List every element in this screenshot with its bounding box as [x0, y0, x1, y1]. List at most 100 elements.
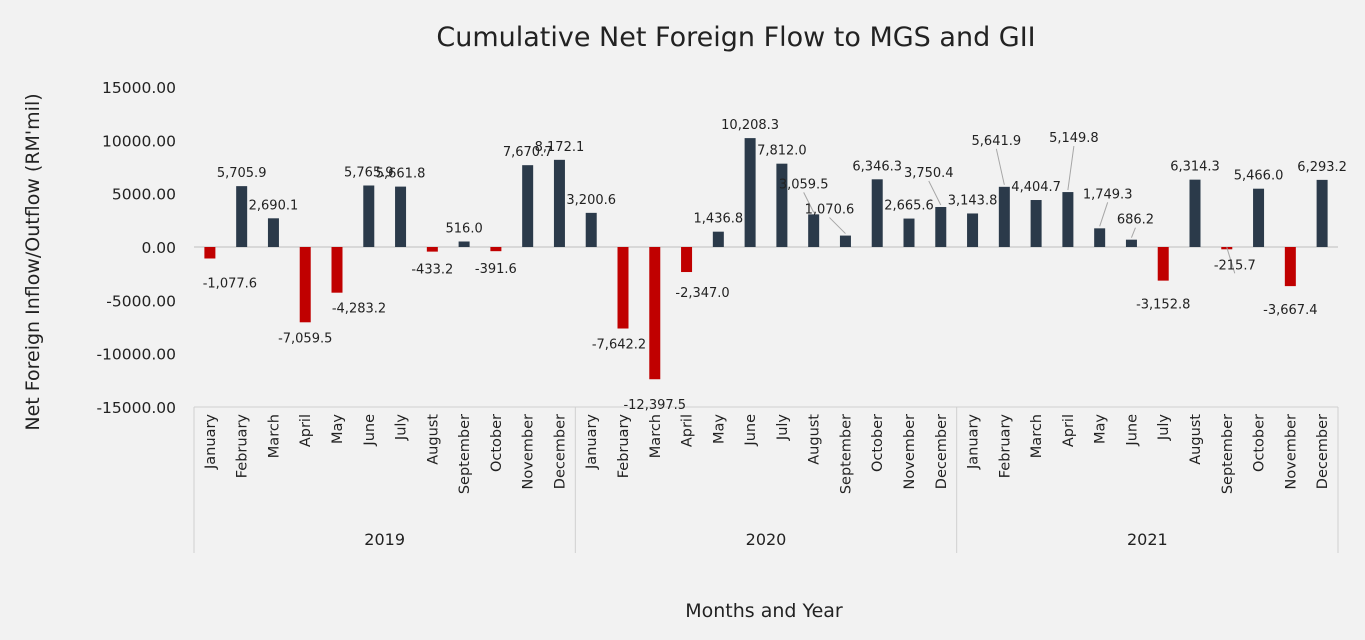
data-label: 6,346.3 — [852, 159, 902, 174]
month-label: June — [362, 414, 378, 447]
bar-2019-april — [299, 247, 311, 323]
y-tick-label: 5000.00 — [112, 186, 176, 204]
bar-2021-february — [998, 186, 1010, 247]
bar-2020-june — [744, 138, 756, 247]
month-label: December — [552, 414, 568, 489]
month-label: November — [1283, 414, 1299, 489]
bar-2021-june — [1125, 239, 1137, 247]
data-label: 3,059.5 — [779, 177, 829, 192]
data-label: 7,812.0 — [757, 144, 807, 159]
month-label: September — [457, 414, 473, 494]
month-label: May — [711, 414, 727, 444]
month-label: November — [902, 414, 918, 489]
month-label: October — [489, 414, 505, 472]
label-leader-line — [995, 148, 1005, 185]
month-label: April — [1061, 414, 1077, 447]
bar-2019-july — [395, 186, 407, 247]
data-label: 1,749.3 — [1083, 187, 1133, 202]
bar-2020-february — [617, 247, 629, 329]
bar-2019-march — [267, 218, 279, 247]
month-label: March — [266, 414, 282, 458]
bars — [204, 138, 1328, 380]
label-leader-line — [803, 192, 815, 213]
data-label: 3,200.6 — [566, 193, 616, 208]
label-leader-line — [1099, 202, 1109, 227]
data-label: -433.2 — [411, 263, 453, 278]
y-tick-label: 15000.00 — [102, 79, 176, 97]
x-axis — [193, 246, 1339, 553]
data-label: -2,347.0 — [675, 286, 729, 301]
data-label: 5,705.9 — [217, 166, 267, 181]
x-axis-categories: January February March April May June July Augu… — [203, 414, 1331, 549]
bar-2020-november — [903, 218, 915, 247]
bar-2020-october — [871, 179, 883, 247]
data-label: 8,172.1 — [535, 140, 585, 155]
bar-2020-january — [585, 212, 597, 247]
month-label: July — [775, 414, 791, 441]
chart-title: Cumulative Net Foreign Flow to MGS and G… — [436, 22, 1035, 53]
label-leader-line — [829, 217, 846, 234]
bar-2021-march — [1030, 200, 1042, 247]
data-labels: -1,077.6 5,705.9 2,690.1 -7,059.5-4,283.2 5,… — [203, 118, 1347, 413]
data-label: 5,641.9 — [972, 134, 1022, 149]
month-label: July — [394, 414, 410, 441]
bar-2019-january — [204, 247, 216, 259]
data-label: -3,667.4 — [1263, 303, 1317, 318]
bar-2021-may — [1094, 228, 1106, 247]
data-label: 4,404.7 — [1011, 180, 1061, 195]
month-label: August — [807, 414, 823, 465]
bar-2021-august — [1189, 179, 1201, 247]
bar-2020-july — [776, 163, 788, 247]
bar-2021-october — [1253, 188, 1265, 247]
month-label: June — [743, 414, 759, 447]
data-label: 3,143.8 — [948, 193, 998, 208]
data-label: -391.6 — [475, 262, 517, 277]
data-label: 516.0 — [446, 221, 483, 236]
month-label: September — [838, 414, 854, 494]
month-label: October — [1252, 414, 1268, 472]
bar-2021-july — [1157, 247, 1169, 281]
data-label: 2,690.1 — [249, 198, 299, 213]
month-label: February — [616, 414, 632, 479]
month-label: September — [1220, 414, 1236, 494]
label-leader-line — [1067, 146, 1075, 191]
month-label: June — [1124, 414, 1140, 447]
y-axis-ticks: 15000.00 10000.00 5000.00 0.00 -5000.00 -1000… — [96, 79, 176, 417]
bar-2020-may — [712, 231, 724, 247]
bar-2021-january — [967, 213, 979, 247]
data-label: -3,152.8 — [1136, 298, 1190, 313]
month-label: October — [870, 414, 886, 472]
data-label: 1,436.8 — [694, 212, 744, 227]
data-label: 5,661.8 — [376, 167, 426, 182]
bar-2019-december — [553, 159, 565, 247]
data-label: -7,642.2 — [592, 338, 646, 353]
label-leader-line — [1130, 227, 1136, 238]
y-tick-label: -10000.00 — [96, 346, 176, 364]
bar-2020-august — [808, 214, 820, 247]
data-label: -12,397.5 — [623, 398, 686, 413]
bar-2020-april — [681, 247, 693, 273]
month-label: April — [298, 414, 314, 447]
month-label: July — [1156, 414, 1172, 441]
label-leader-line — [1226, 247, 1236, 274]
y-tick-label: 10000.00 — [102, 132, 176, 150]
year-label: 2021 — [1127, 530, 1168, 549]
y-tick-label: -5000.00 — [106, 292, 176, 310]
bar-2019-june — [363, 185, 375, 247]
bar-2020-march — [649, 247, 661, 380]
month-label: January — [584, 414, 600, 470]
bar-2019-november — [522, 165, 534, 247]
month-label: May — [1093, 414, 1109, 444]
month-label: December — [1315, 414, 1331, 489]
y-tick-label: 0.00 — [141, 239, 176, 257]
data-label: 10,208.3 — [721, 118, 779, 133]
bar-2021-april — [1062, 192, 1074, 247]
year-label: 2020 — [746, 530, 787, 549]
month-label: January — [203, 414, 219, 470]
data-label: 5,466.0 — [1234, 169, 1284, 184]
bar-2019-february — [236, 186, 248, 247]
data-label: 686.2 — [1117, 213, 1154, 228]
year-label: 2019 — [364, 530, 405, 549]
label-leader-line — [928, 180, 942, 206]
